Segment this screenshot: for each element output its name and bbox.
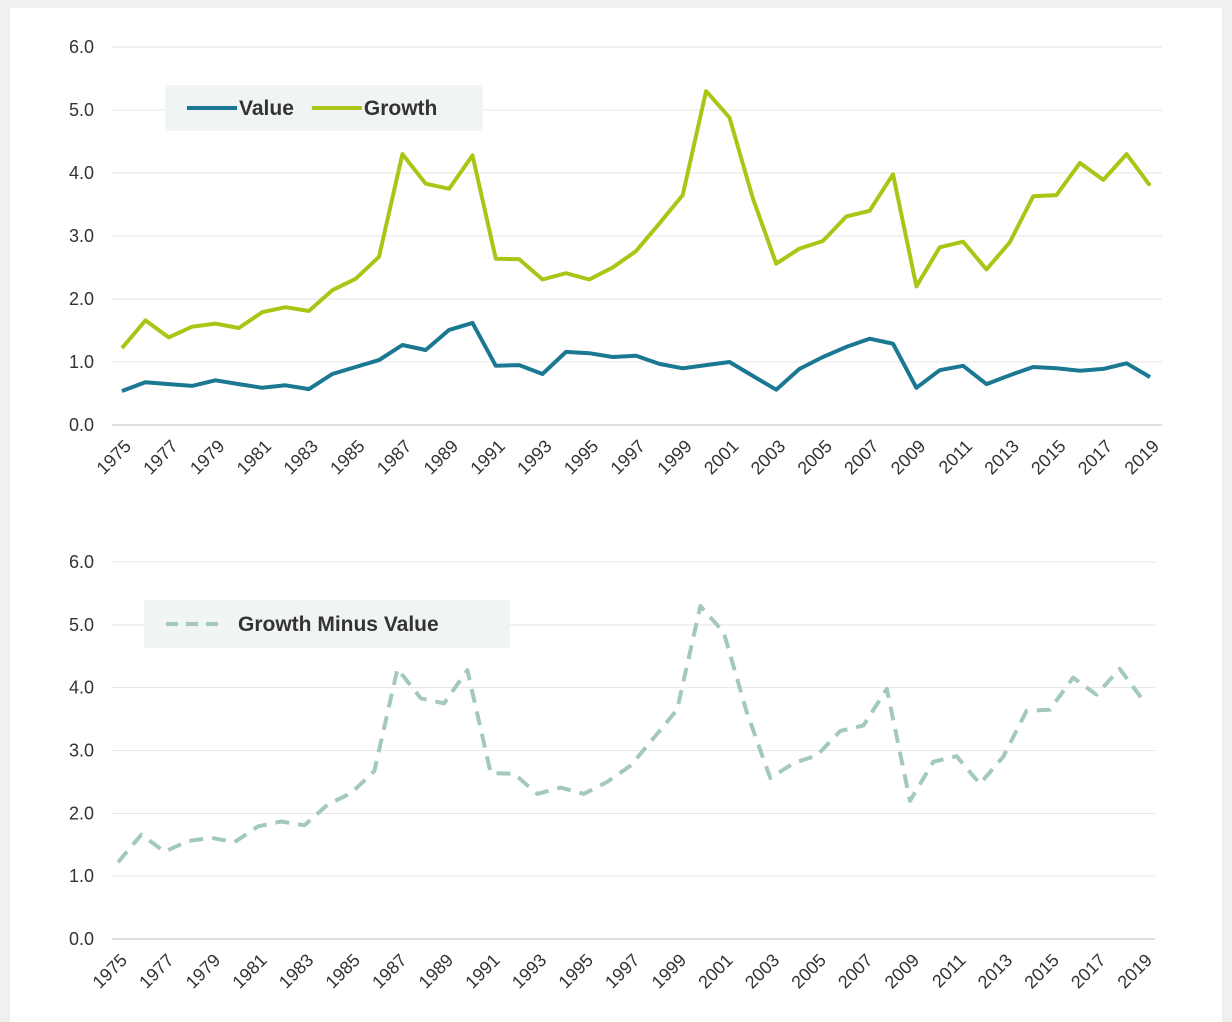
y-tick-label: 0.0 bbox=[69, 929, 94, 949]
y-tick-label: 2.0 bbox=[69, 289, 94, 309]
series-line bbox=[120, 89, 1152, 350]
y-tick-label: 1.0 bbox=[69, 866, 94, 886]
legend-box bbox=[144, 600, 510, 648]
series-line bbox=[121, 320, 1152, 393]
y-tick-label: 4.0 bbox=[69, 678, 94, 698]
legend-label: Growth Minus Value bbox=[238, 613, 439, 636]
y-tick-label: 0.0 bbox=[69, 415, 94, 435]
y-tick-label: 2.0 bbox=[69, 803, 94, 823]
y-tick-label: 5.0 bbox=[69, 615, 94, 635]
legend-label: Value bbox=[239, 97, 294, 120]
series-line bbox=[116, 604, 1145, 864]
y-tick-label: 6.0 bbox=[69, 552, 94, 572]
legend-label: Growth bbox=[364, 97, 438, 120]
y-tick-label: 1.0 bbox=[69, 352, 94, 372]
y-tick-label: 5.0 bbox=[69, 100, 94, 120]
y-tick-label: 3.0 bbox=[69, 226, 94, 246]
panel bbox=[10, 8, 1222, 1022]
y-tick-label: 3.0 bbox=[69, 741, 94, 761]
y-tick-label: 6.0 bbox=[69, 37, 94, 57]
y-tick-label: 4.0 bbox=[69, 163, 94, 183]
